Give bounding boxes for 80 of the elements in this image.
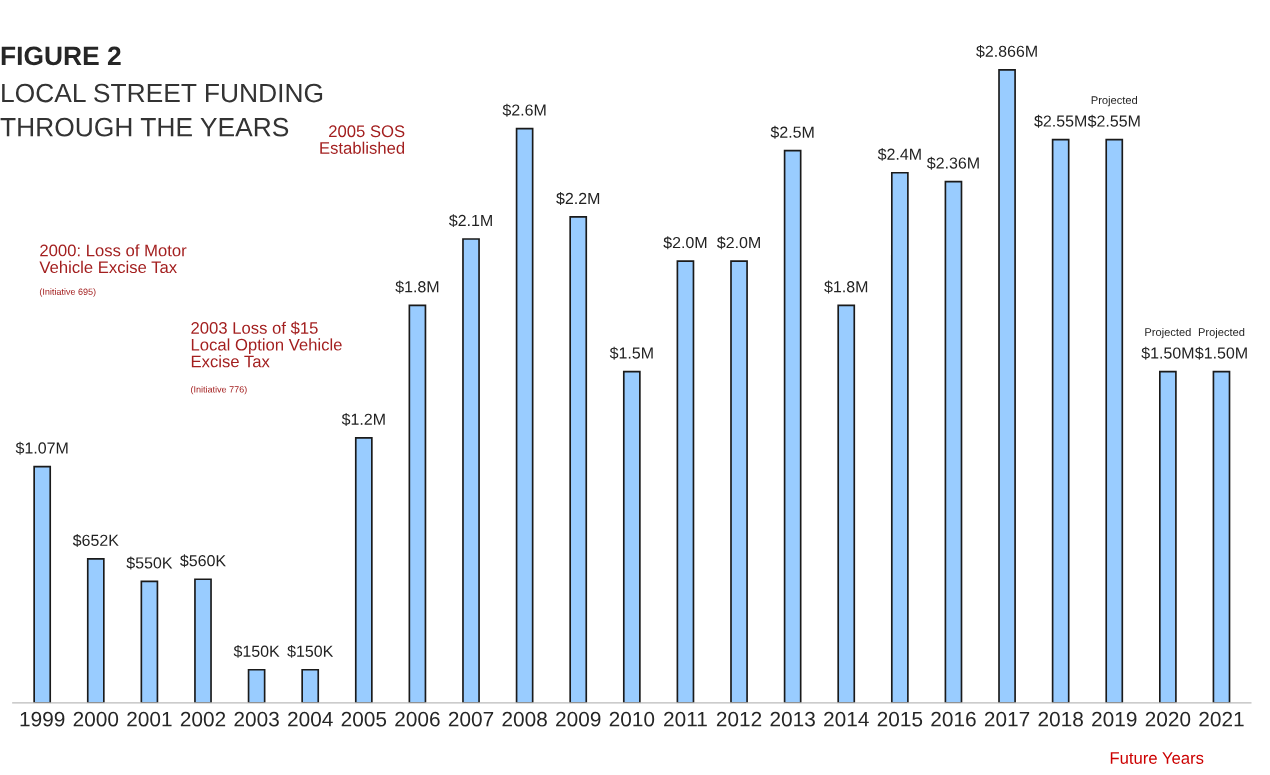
- data-label: $2.866M: [976, 44, 1037, 58]
- x-tick-label: 2014: [824, 711, 869, 727]
- bar: [247, 668, 266, 703]
- bar: [783, 149, 802, 703]
- bar: [515, 127, 534, 703]
- bar: [622, 370, 641, 703]
- bar: [837, 304, 856, 703]
- annotation: (Initiative 776): [191, 385, 247, 395]
- data-label: $2.0M: [717, 236, 760, 250]
- x-tick-label: 2000: [73, 711, 119, 727]
- x-tick-label: 2004: [288, 711, 333, 727]
- data-label: $2.55M: [1034, 114, 1086, 128]
- x-tick-label: 2009: [556, 711, 601, 727]
- x-tick-label: 2019: [1092, 711, 1137, 727]
- x-tick-label: 1999: [20, 711, 65, 727]
- x-tick-label: 2012: [716, 711, 762, 727]
- x-tick-label: 2006: [395, 711, 440, 727]
- bar: [301, 668, 320, 703]
- data-label: $550K: [126, 556, 173, 570]
- x-tick-label: 2018: [1038, 711, 1083, 727]
- bar: [730, 260, 748, 703]
- annotation: Projected: [1145, 327, 1191, 339]
- data-label: $1.50M: [1195, 346, 1247, 360]
- x-tick-label: 2011: [664, 711, 707, 727]
- bar: [194, 578, 212, 703]
- bar: [1051, 138, 1070, 703]
- bar: [1105, 138, 1124, 703]
- text: Future Years: [1110, 752, 1204, 764]
- annotation: 2000: Loss of Motor Vehicle Excise Tax: [39, 244, 187, 274]
- annotation: 2005 SOS Established: [320, 125, 405, 154]
- text: LOCAL STREET FUNDING THROUGH THE YEARS: [0, 83, 323, 137]
- annotation: Projected: [1198, 327, 1245, 339]
- x-tick-label: 2016: [931, 711, 976, 727]
- data-label: $150K: [233, 644, 280, 658]
- bar: [1212, 370, 1231, 703]
- data-label: $2.4M: [877, 147, 921, 161]
- bar: [354, 437, 373, 703]
- bar: [1158, 370, 1177, 703]
- bar: [86, 558, 105, 703]
- x-tick-label: 2015: [877, 711, 923, 727]
- data-label: $1.8M: [824, 280, 868, 294]
- x-tick-label: 2005: [341, 711, 387, 727]
- data-label: $1.07M: [15, 441, 68, 455]
- data-label: $1.5M: [609, 346, 653, 360]
- data-label: $2.2M: [556, 192, 600, 206]
- data-label: $2.36M: [926, 156, 979, 170]
- annotation: Projected: [1091, 95, 1138, 107]
- data-label: $1.50M: [1141, 346, 1194, 360]
- x-tick-label: 2013: [770, 711, 815, 727]
- x-tick-label: 2010: [609, 711, 655, 727]
- annotation: 2003 Loss of $15 Local Option Vehicle Excise Tax: [191, 321, 342, 368]
- data-label: $2.1M: [448, 214, 492, 228]
- data-label: $2.5M: [770, 125, 814, 139]
- data-label: $2.55M: [1087, 114, 1140, 128]
- x-tick-label: 2001: [127, 711, 172, 727]
- chart-title: FIGURE 2: [1, 46, 121, 66]
- data-label: $652K: [72, 534, 119, 547]
- bar: [140, 580, 159, 703]
- data-label: $2.6M: [502, 103, 546, 117]
- bar: [676, 260, 695, 703]
- x-tick-label: 2008: [502, 711, 547, 727]
- bar: [890, 171, 909, 703]
- data-label: $150K: [287, 644, 334, 658]
- data-label: $1.8M: [395, 280, 439, 294]
- data-label: $2.0M: [663, 236, 707, 250]
- bar: [569, 216, 588, 703]
- x-tick-label: 2002: [180, 711, 226, 727]
- annotation: (Initiative 695): [39, 288, 96, 297]
- bar: [998, 68, 1016, 703]
- data-label: $1.2M: [341, 412, 385, 426]
- x-tick-label: 2007: [448, 711, 494, 727]
- x-tick-label: 2003: [234, 711, 279, 727]
- x-tick-label: 2017: [984, 711, 1030, 727]
- x-tick-label: 2021: [1199, 711, 1244, 727]
- bar: [33, 465, 52, 703]
- x-tick-label: 2020: [1145, 711, 1191, 727]
- bar: [408, 304, 427, 703]
- data-label: $560K: [180, 554, 226, 568]
- bar: [944, 180, 963, 703]
- bar: [462, 238, 480, 703]
